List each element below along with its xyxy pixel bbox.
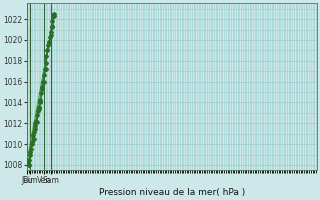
X-axis label: Pression niveau de la mer( hPa ): Pression niveau de la mer( hPa ) bbox=[99, 188, 245, 197]
